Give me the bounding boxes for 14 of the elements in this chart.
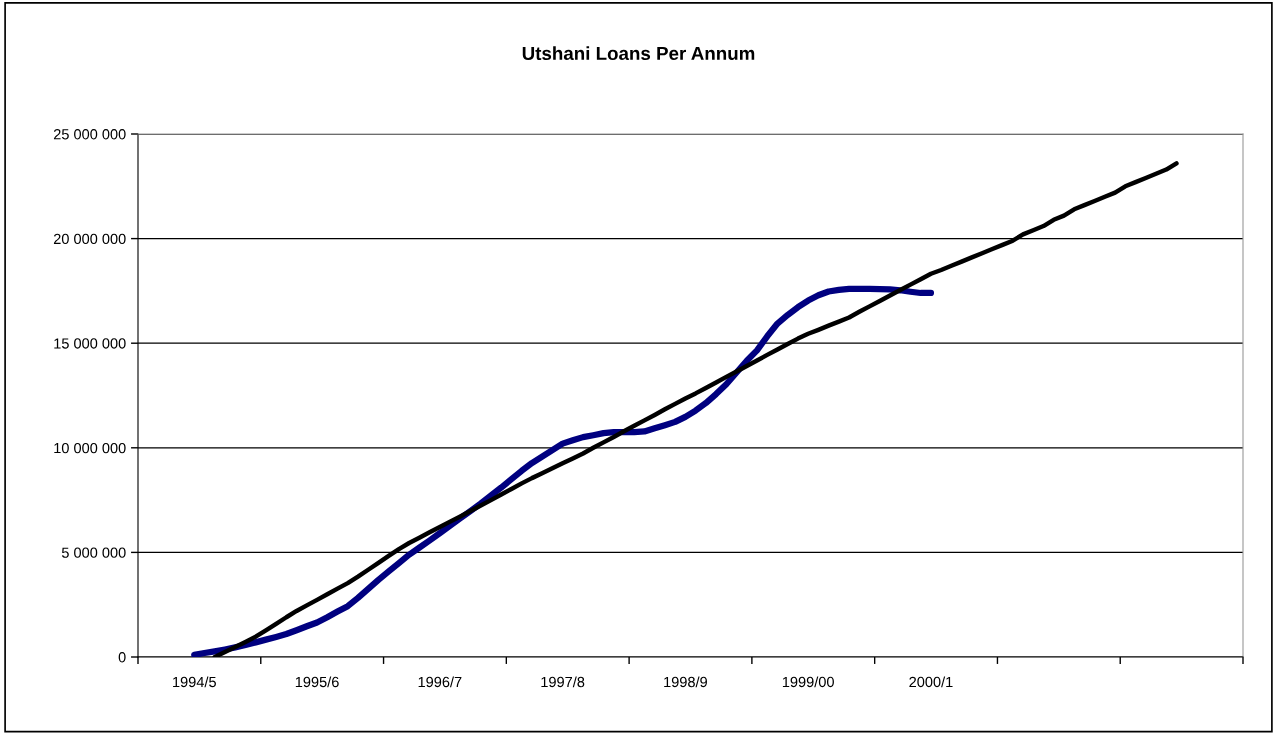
y-tick-label: 10 000 000 bbox=[54, 442, 126, 454]
chart-title: Utshani Loans Per Annum bbox=[522, 46, 755, 61]
y-tick-label: 0 bbox=[118, 652, 126, 663]
y-tick-label: 25 000 000 bbox=[53, 129, 126, 140]
x-tick-label: 1994/5 bbox=[173, 676, 216, 688]
y-tick-label: 15 000 000 bbox=[54, 338, 126, 349]
y-tick-label: 20 000 000 bbox=[53, 233, 126, 245]
x-tick-label: 1996/7 bbox=[418, 676, 462, 688]
x-tick-label: 1995/6 bbox=[295, 676, 339, 688]
x-tick-label: 1998/9 bbox=[664, 676, 707, 688]
y-tick-label: 5 000 000 bbox=[61, 547, 126, 558]
x-tick-label: 1999/00 bbox=[782, 676, 834, 688]
x-tick-label: 2000/1 bbox=[909, 676, 953, 688]
x-tick-label: 1997/8 bbox=[541, 676, 585, 688]
